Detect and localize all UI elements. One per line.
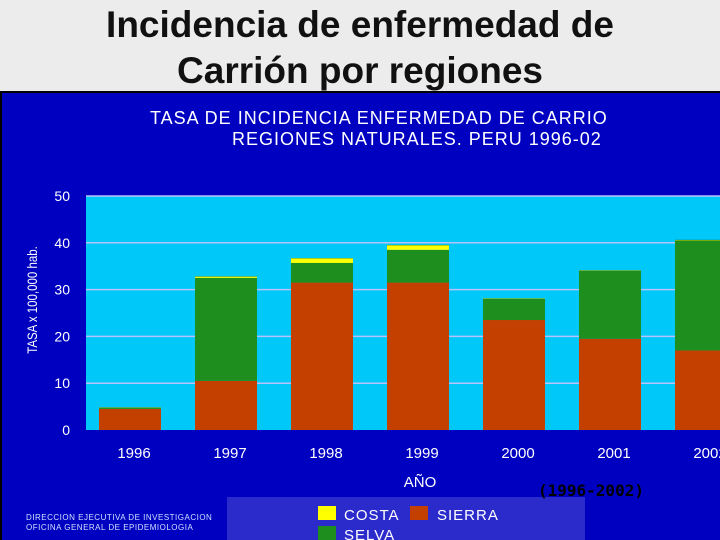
bar-sierra-1997 xyxy=(195,380,257,430)
footer-credits: DIRECCION EJECUTIVA DE INVESTIGACION OFI… xyxy=(26,513,212,533)
bar-costa-1999 xyxy=(387,245,449,250)
y-axis-label: TASA x 100,000 hab. xyxy=(24,246,40,354)
slide-title: Incidencia de enfermedad de Carrión por … xyxy=(0,2,720,94)
x-axis-label: AÑO xyxy=(404,474,437,491)
y-tick-label: 40 xyxy=(54,235,70,251)
y-tick-label: 10 xyxy=(54,375,70,391)
bar-selva-1996 xyxy=(99,408,161,409)
bar-selva-1998 xyxy=(291,262,353,283)
period-label: (1996-2002) xyxy=(538,481,644,500)
slide-title-line2: Carrión por regiones xyxy=(177,50,543,91)
bar-sierra-2000 xyxy=(483,320,545,430)
x-tick-label: 1997 xyxy=(213,445,246,462)
bar-sierra-2002 xyxy=(675,350,720,430)
bar-selva-1997 xyxy=(195,277,257,381)
legend-swatch-sierra xyxy=(410,506,428,520)
y-tick-label: 0 xyxy=(62,422,70,438)
x-tick-label: 2001 xyxy=(597,445,630,462)
bar-selva-2000 xyxy=(483,298,545,321)
legend xyxy=(227,497,585,540)
bar-sierra-1998 xyxy=(291,282,353,430)
legend-label-costa: COSTA xyxy=(344,507,400,524)
chart-title: TASA DE INCIDENCIA ENFERMEDAD DE CARRIO xyxy=(150,108,608,128)
bar-costa-1997 xyxy=(195,276,257,278)
y-tick-label: 50 xyxy=(54,188,70,204)
x-tick-label: 2000 xyxy=(501,445,534,462)
y-tick-label: 30 xyxy=(54,282,70,298)
legend-label-sierra: SIERRA xyxy=(437,507,499,524)
footer-line1: DIRECCION EJECUTIVA DE INVESTIGACION xyxy=(26,513,213,522)
x-tick-label: 1996 xyxy=(117,445,150,462)
y-tick-label: 20 xyxy=(54,328,70,344)
x-tick-label: 1998 xyxy=(309,445,342,462)
chart-subtitle: REGIONES NATURALES. PERU 1996-02 xyxy=(232,129,602,149)
x-tick-label: 1999 xyxy=(405,445,438,462)
bar-costa-1998 xyxy=(291,258,353,263)
bar-selva-2001 xyxy=(579,270,641,339)
slide-title-line1: Incidencia de enfermedad de xyxy=(106,4,614,45)
bar-selva-1999 xyxy=(387,249,449,283)
bar-sierra-1996 xyxy=(99,408,161,430)
legend-swatch-selva xyxy=(318,526,336,540)
legend-swatch-costa xyxy=(318,506,336,520)
legend-label-selva: SELVA xyxy=(344,527,395,540)
bar-selva-2002 xyxy=(675,240,720,351)
footer-line2: OFICINA GENERAL DE EPIDEMIOLOGIA xyxy=(26,523,194,532)
x-tick-label: 2002 xyxy=(693,445,720,462)
bar-sierra-1999 xyxy=(387,282,449,430)
bar-sierra-2001 xyxy=(579,338,641,430)
